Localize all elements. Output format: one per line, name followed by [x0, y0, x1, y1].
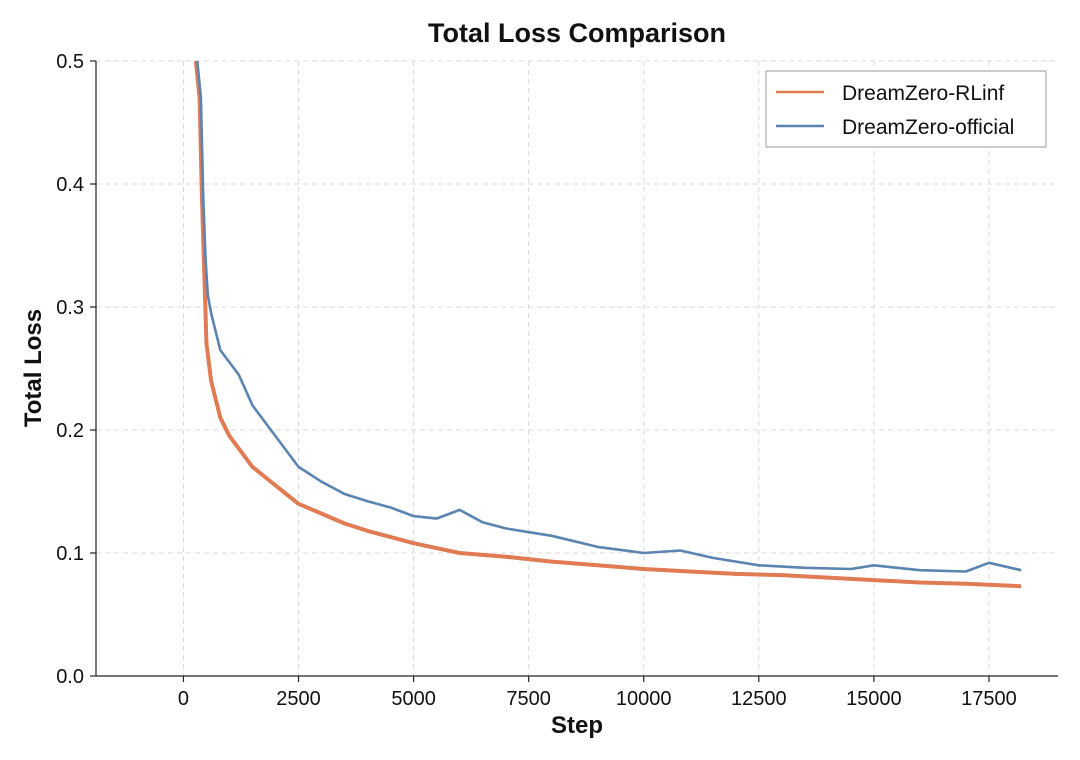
- legend: DreamZero-RLinf DreamZero-official: [765, 70, 1047, 148]
- tick-labels: 0 2500 5000 7500 10000 12500 15000 17500 0.0 0.1 0…: [56, 51, 1017, 710]
- legend-box: [765, 70, 1047, 148]
- legend-label-2: DreamZero-official: [842, 116, 1014, 139]
- axes: [90, 60, 1058, 682]
- y-tick-label: 0.1: [56, 543, 84, 565]
- x-tick-label: 12500: [731, 688, 787, 710]
- legend-label-1: DreamZero-RLinf: [842, 82, 1004, 105]
- y-axis-label: Total Loss: [20, 309, 47, 427]
- y-tick-label: 0.5: [56, 51, 84, 73]
- y-tick-label: 0.2: [56, 420, 84, 442]
- x-tick-label: 7500: [506, 688, 551, 710]
- series-line-1: [193, 60, 1022, 589]
- x-tick-label: 2500: [276, 688, 321, 710]
- y-tick-label: 0.4: [56, 174, 84, 196]
- y-tick-label: 0.0: [56, 666, 84, 688]
- x-tick-label: 5000: [391, 688, 436, 710]
- series-lines: [193, 60, 1022, 589]
- series-line-2: [196, 60, 1022, 573]
- y-tick-label: 0.3: [56, 297, 84, 319]
- x-axis-label: Step: [551, 712, 603, 739]
- x-tick-label: 15000: [846, 688, 902, 710]
- x-tick-label: 10000: [616, 688, 672, 710]
- x-tick-label: 17500: [961, 688, 1017, 710]
- chart-title: Total Loss Comparison: [428, 18, 726, 48]
- x-tick-label: 0: [178, 688, 189, 710]
